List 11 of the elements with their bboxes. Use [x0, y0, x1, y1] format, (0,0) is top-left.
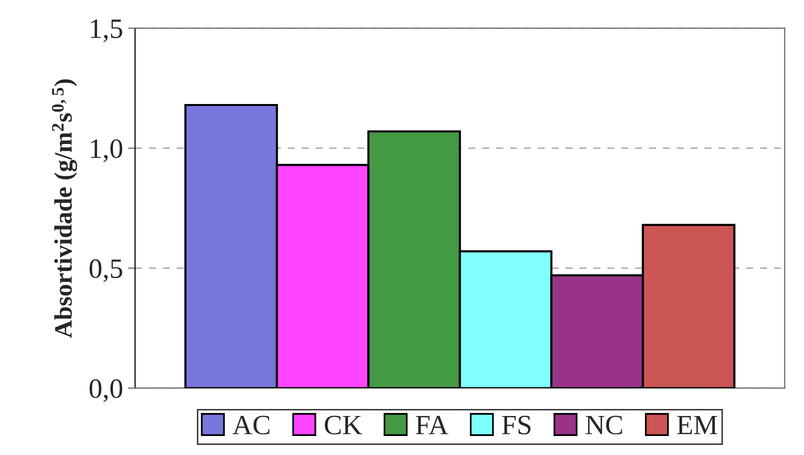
- legend-label: AC: [232, 416, 270, 434]
- legend-label: FS: [502, 416, 530, 434]
- y-tick-label: 0,5: [90, 259, 122, 282]
- legend-label: EM: [677, 416, 718, 434]
- y-axis-title: Absortividade (g/m$^{2}$s$^{0,5}$): [52, 79, 78, 338]
- y-tick-label: 1,5: [90, 20, 122, 42]
- y-tick-label: 1,0: [90, 139, 122, 162]
- legend-label: FA: [416, 416, 448, 434]
- legend-label: CK: [324, 416, 362, 434]
- legend-label: NC: [586, 416, 622, 434]
- y-tick-label: 0,0: [90, 379, 122, 402]
